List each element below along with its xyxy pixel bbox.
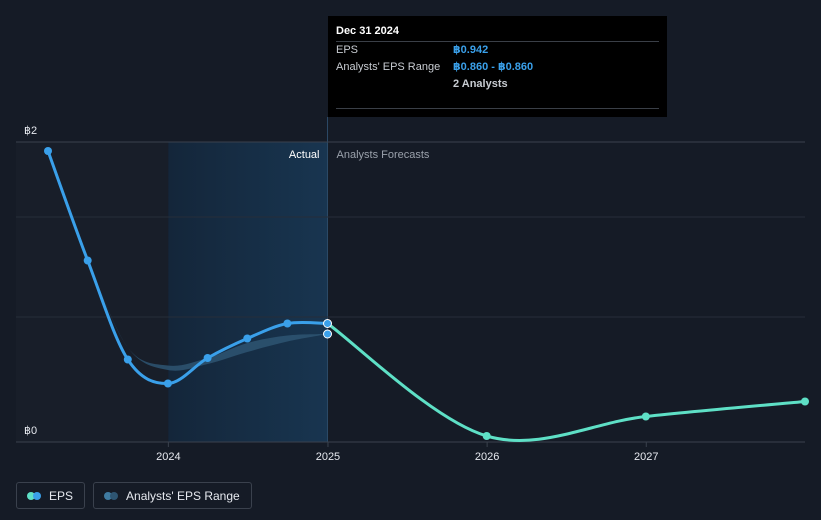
y-tick-label: ฿2 (24, 125, 37, 137)
eps-actual-point (44, 147, 52, 155)
eps-actual-point (243, 334, 252, 343)
x-tick-label: 2024 (156, 451, 180, 463)
tooltip-analysts-row: 2 Analysts (336, 76, 659, 93)
legend: EPS Analysts' EPS Range (16, 482, 252, 509)
y-tick-label: ฿0 (24, 425, 37, 437)
eps-forecast-point (801, 397, 809, 406)
tooltip-range-value: ฿0.860 - ฿0.860 (453, 61, 534, 73)
eps-forecast-point (641, 412, 650, 421)
tooltip-eps-value: ฿0.942 (453, 44, 489, 56)
eps-forecast-point (482, 432, 491, 440)
tooltip-divider (336, 41, 659, 42)
eps-highlight-point (323, 319, 333, 328)
tooltip-date: Dec 31 2024 (336, 25, 399, 37)
actual-highlight-region (168, 142, 328, 442)
tooltip-analysts-spacer (336, 76, 453, 93)
x-tick-label: 2025 (316, 451, 340, 463)
eps-forecast-line (326, 322, 807, 442)
eps-actual-point (123, 355, 132, 364)
legend-range-label: Analysts' EPS Range (126, 488, 240, 503)
legend-range-toggle[interactable]: Analysts' EPS Range (93, 482, 252, 509)
tooltip-range-row: Analysts' EPS Range ฿0.860 - ฿0.860 (336, 59, 659, 76)
range-highlight-point (323, 329, 333, 339)
actual-label: Actual (289, 149, 320, 161)
tooltip-bottom-divider (336, 108, 659, 109)
x-tick-label: 2026 (475, 451, 499, 463)
eps-actual-point (203, 354, 212, 362)
tooltip-range-label: Analysts' EPS Range (336, 61, 441, 73)
tooltip-eps-row: EPS ฿0.942 (336, 42, 659, 59)
eps-actual-point (163, 379, 172, 388)
x-tick-label: 2027 (634, 451, 658, 463)
eps-actual-point (283, 319, 292, 328)
eps-swatch-icon (27, 491, 41, 500)
eps-actual-point (83, 256, 92, 265)
tooltip-eps-label: EPS (336, 44, 359, 56)
legend-eps-toggle[interactable]: EPS (16, 482, 86, 509)
eps-range-band (87, 260, 328, 371)
tooltip-analysts-count: 2 Analysts (453, 78, 508, 90)
forecast-label: Analysts Forecasts (337, 149, 430, 161)
past-region (16, 142, 169, 442)
tooltip: Dec 31 2024 EPS ฿0.942 Analysts' EPS Ran… (328, 16, 667, 117)
range-swatch-icon (104, 491, 119, 500)
legend-eps-label: EPS (49, 488, 74, 503)
